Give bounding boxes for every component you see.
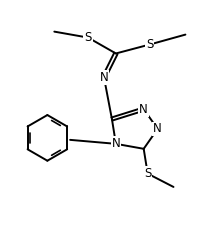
Text: N: N	[153, 122, 162, 136]
Text: N: N	[139, 103, 148, 116]
Text: S: S	[144, 167, 151, 180]
Text: N: N	[100, 71, 108, 84]
Text: S: S	[84, 31, 92, 44]
Text: N: N	[112, 137, 120, 150]
Text: S: S	[146, 38, 153, 51]
